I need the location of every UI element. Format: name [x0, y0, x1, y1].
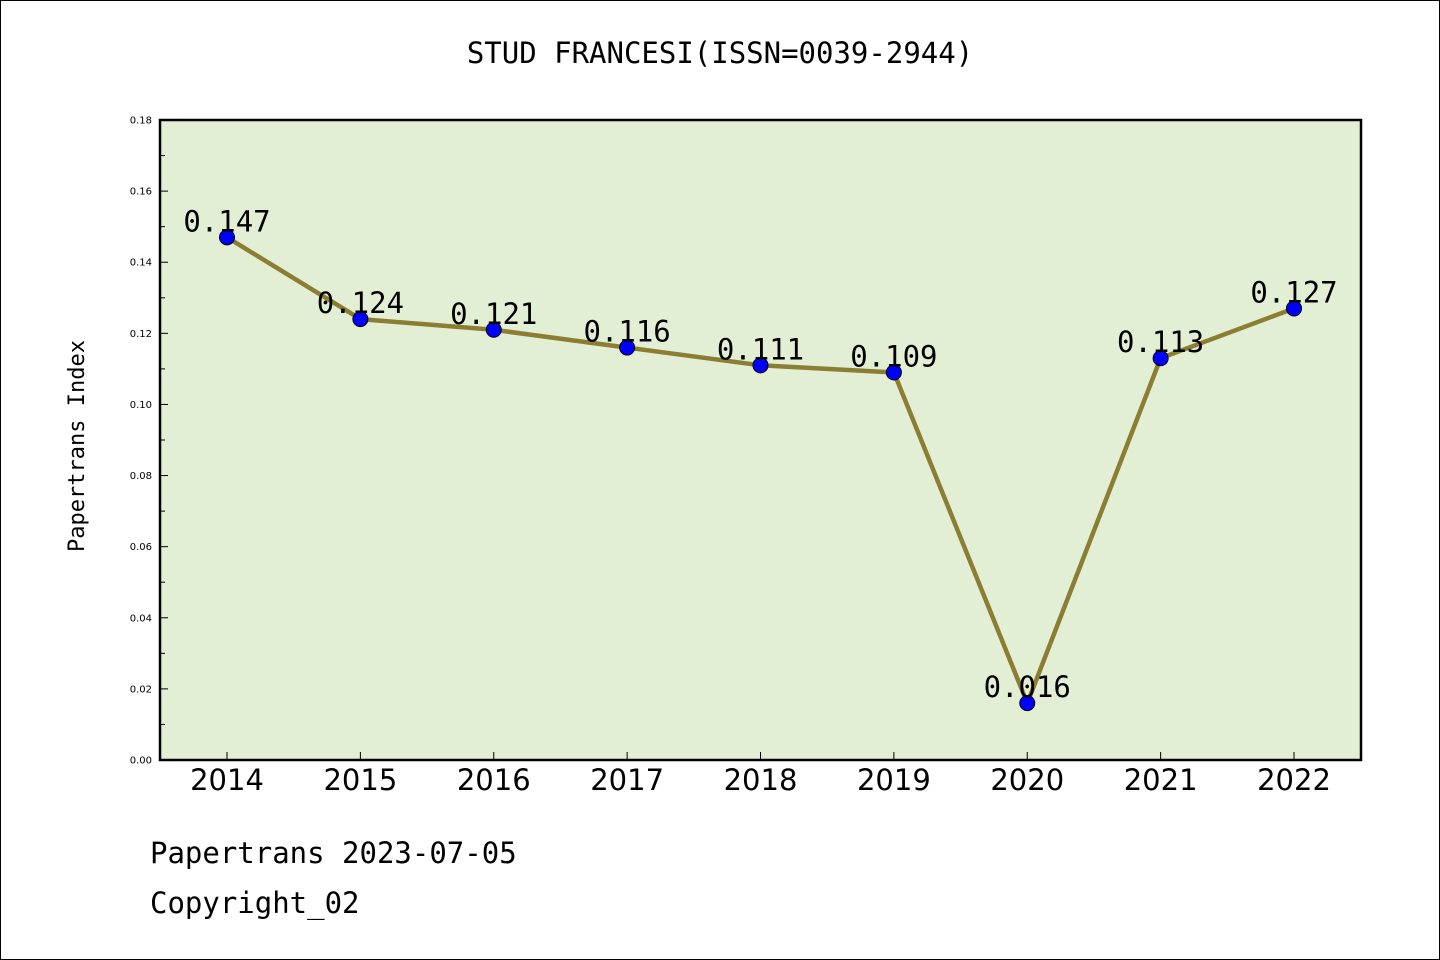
y-tick-label: 0.18: [130, 116, 152, 127]
data-point: [752, 357, 769, 374]
data-labels: 0.147 0.124 0.121 0.116 0.111 0.109 0.016 0.113…: [183, 204, 1337, 704]
y-tick-label: 0.06: [130, 542, 152, 553]
data-point: [885, 364, 902, 381]
data-point: [619, 339, 636, 356]
data-point: [219, 229, 235, 246]
data-point: [485, 321, 502, 338]
x-tick-label: 2021: [1124, 763, 1198, 797]
y-tick-label: 0.14: [130, 258, 152, 269]
data-point: [1152, 350, 1169, 367]
data-label: 0.127: [1250, 275, 1337, 309]
x-tick-label: 2022: [1257, 763, 1331, 797]
x-tick-label: 2016: [457, 763, 531, 797]
data-label: 0.111: [717, 332, 804, 366]
data-label: 0.109: [850, 339, 937, 373]
data-label: 0.121: [450, 297, 537, 331]
chart-title: STUD FRANCESI(ISSN=0039-2944): [466, 36, 974, 70]
data-label: 0.147: [183, 204, 270, 238]
data-point: [352, 311, 369, 328]
y-tick-label: 0.12: [130, 329, 152, 340]
series-group: [219, 229, 1302, 712]
plot-area: [158, 118, 1363, 762]
footer-date: Papertrans 2023-07-05: [150, 836, 517, 870]
data-label: 0.116: [583, 315, 670, 349]
y-axis-label: Papertrans Index: [65, 340, 90, 552]
x-tick-label: 2018: [724, 763, 798, 797]
data-point: [1019, 695, 1036, 712]
y-tick-label: 0.08: [130, 471, 152, 482]
y-tick-label: 0.16: [130, 187, 152, 198]
x-tick-label: 2017: [590, 763, 664, 797]
x-tick-label: 2019: [857, 763, 931, 797]
y-tick-label: 0.04: [130, 613, 152, 624]
data-label: 0.113: [1117, 325, 1204, 359]
x-axis: 2014 2015 2016 2017 2018 2019 2020 2021 2022: [190, 752, 1331, 797]
x-tick-label: 2014: [190, 763, 264, 797]
x-tick-label: 2020: [990, 763, 1064, 797]
data-label: 0.016: [984, 670, 1071, 704]
footer-copyright: Copyright_02: [150, 886, 360, 920]
y-tick-label: 0.10: [130, 400, 152, 411]
y-axis: 0.00 0.02 0.04 0.06 0.08 0.10 0.12 0.14 0.16 0.18: [130, 116, 168, 767]
x-tick-label: 2015: [323, 763, 397, 797]
data-label: 0.124: [317, 286, 404, 320]
data-point: [1286, 300, 1302, 317]
y-tick-label: 0.02: [130, 684, 152, 695]
y-tick-label: 0.00: [130, 756, 152, 767]
